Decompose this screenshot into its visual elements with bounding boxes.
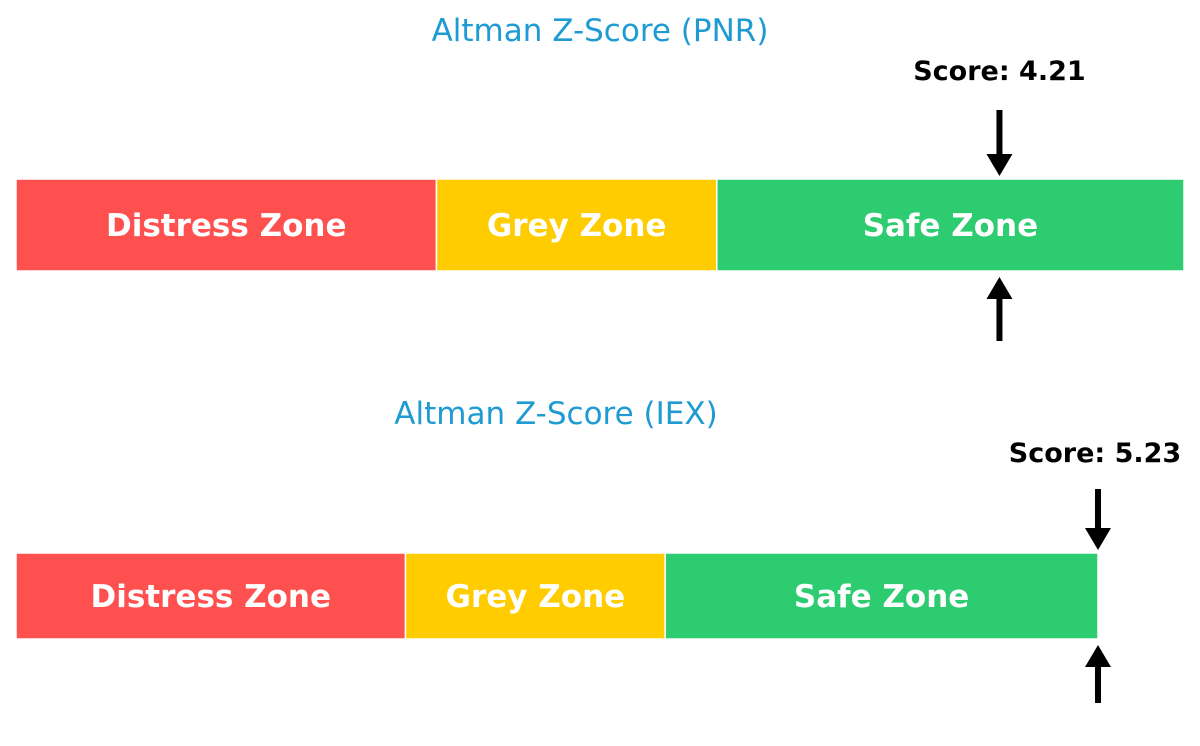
zone-label: Grey Zone	[487, 208, 667, 244]
score-arrow-up	[986, 277, 1013, 341]
zone-bar-grey-zone	[404, 552, 666, 640]
zone-bar-distress-zone	[15, 552, 407, 640]
zone-bar-distress-zone	[15, 178, 438, 272]
zone-label: Safe Zone	[863, 208, 1038, 244]
score-arrow-down	[986, 110, 1013, 176]
score-label: Score: 5.23	[1009, 438, 1181, 469]
chart-iex: Altman Z-Score (IEX) Score: 5.23 Distres…	[15, 396, 1181, 703]
chart-title: Altman Z-Score (PNR)	[432, 13, 769, 49]
score-arrow-up	[1085, 645, 1111, 703]
score-arrow-down	[1085, 489, 1111, 550]
zone-label: Distress Zone	[106, 208, 347, 244]
score-label: Score: 4.21	[913, 56, 1085, 87]
chart-title: Altman Z-Score (IEX)	[394, 396, 717, 432]
zone-label: Grey Zone	[446, 579, 626, 615]
chart-pnr: Altman Z-Score (PNR) Score: 4.21 Distres…	[15, 13, 1185, 341]
zone-label: Safe Zone	[794, 579, 969, 615]
zone-bar-safe-zone	[664, 552, 1099, 640]
zone-bar-safe-zone	[716, 178, 1185, 272]
zone-label: Distress Zone	[91, 579, 332, 615]
zone-bar-grey-zone	[435, 178, 718, 272]
